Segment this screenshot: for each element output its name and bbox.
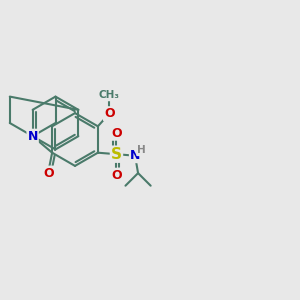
Text: O: O: [111, 169, 122, 182]
Text: CH₃: CH₃: [99, 90, 120, 100]
Text: H: H: [137, 145, 146, 155]
Text: S: S: [111, 147, 122, 162]
Text: N: N: [27, 130, 38, 143]
Text: O: O: [44, 167, 54, 180]
Text: O: O: [111, 127, 122, 140]
Text: N: N: [130, 149, 140, 162]
Text: O: O: [104, 107, 115, 120]
